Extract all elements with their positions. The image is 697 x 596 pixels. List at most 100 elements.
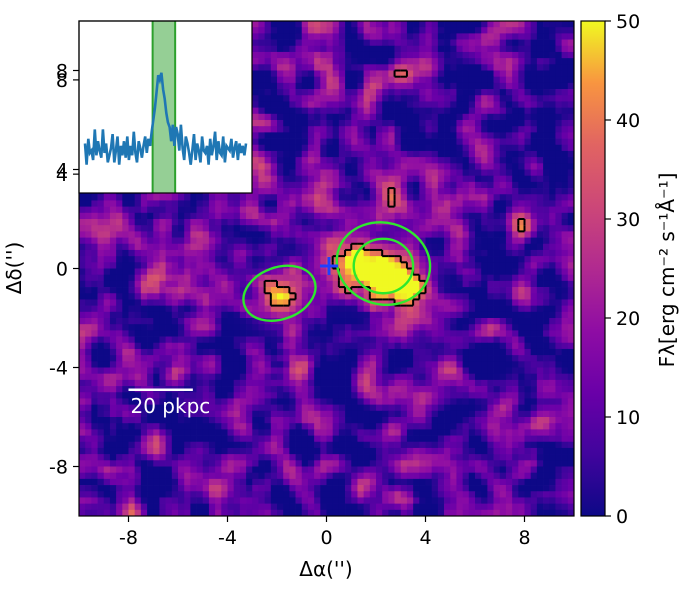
heatmap-cell — [518, 262, 525, 269]
heatmap-cell — [388, 336, 395, 344]
heatmap-cell — [178, 293, 185, 300]
heatmap-cell — [147, 274, 154, 282]
heatmap-cell — [505, 243, 513, 251]
heatmap-cell — [208, 318, 216, 325]
heatmap-cell — [543, 386, 550, 393]
heatmap-cell — [171, 200, 179, 207]
heatmap-cell — [369, 76, 377, 84]
heatmap-cell — [437, 194, 445, 201]
heatmap-cell — [109, 293, 117, 300]
heatmap-cell — [561, 33, 569, 40]
heatmap-cell — [419, 21, 426, 28]
heatmap-cell — [147, 404, 154, 412]
heatmap-cell — [252, 249, 259, 257]
heatmap-cell — [481, 367, 488, 375]
heatmap-cell — [320, 200, 327, 207]
heatmap-cell — [264, 249, 272, 257]
heatmap-cell — [505, 188, 513, 195]
heatmap-cell — [363, 51, 371, 59]
heatmap-cell — [524, 169, 532, 177]
heatmap-cell — [555, 280, 562, 288]
heatmap-cell — [215, 287, 222, 294]
heatmap-cell — [122, 342, 129, 350]
heatmap-cell — [289, 169, 296, 177]
heatmap-cell — [221, 249, 228, 257]
heatmap-cell — [332, 318, 340, 325]
heatmap-cell — [307, 243, 315, 251]
heatmap-cell — [481, 342, 488, 350]
heatmap-cell — [103, 200, 111, 207]
heatmap-cell — [153, 262, 160, 269]
heatmap-cell — [252, 237, 259, 245]
heatmap-cell — [487, 280, 494, 288]
heatmap-cell — [376, 386, 383, 393]
heatmap-cell — [289, 274, 296, 282]
heatmap-cell — [376, 342, 383, 350]
heatmap-cell — [326, 373, 334, 381]
heatmap-cell — [493, 287, 501, 294]
heatmap-cell — [190, 262, 197, 269]
heatmap-cell — [264, 268, 272, 276]
heatmap-cell — [283, 280, 290, 288]
heatmap-cell — [487, 293, 494, 300]
heatmap-cell — [518, 150, 525, 158]
heatmap-cell — [85, 256, 92, 263]
heatmap-cell — [499, 268, 507, 276]
heatmap-cell — [543, 262, 550, 269]
heatmap-cell — [487, 305, 494, 313]
heatmap-cell — [413, 206, 420, 214]
heatmap-cell — [314, 101, 321, 108]
heatmap-cell — [264, 336, 272, 344]
heatmap-cell — [376, 379, 383, 387]
heatmap-cell — [357, 120, 364, 127]
heatmap-cell — [369, 194, 377, 201]
heatmap-cell — [215, 336, 222, 344]
heatmap-cell — [518, 274, 525, 282]
heatmap-cell — [252, 27, 259, 34]
heatmap-cell — [140, 379, 148, 387]
heatmap-cell — [314, 51, 321, 59]
heatmap-cell — [561, 318, 569, 325]
heatmap-cell — [283, 206, 290, 214]
heatmap-cell — [481, 256, 488, 263]
heatmap-cell — [549, 212, 556, 220]
heatmap-cell — [549, 101, 556, 108]
heatmap-cell — [419, 138, 426, 146]
heatmap-cell — [567, 330, 574, 337]
heatmap-cell — [109, 280, 117, 288]
heatmap-cell — [388, 76, 395, 84]
heatmap-cell — [487, 101, 494, 108]
heatmap-cell — [413, 175, 420, 183]
heatmap-cell — [289, 212, 296, 220]
heatmap-cell — [103, 386, 111, 393]
heatmap-cell — [549, 21, 556, 28]
heatmap-cell — [456, 33, 463, 40]
heatmap-cell — [283, 132, 290, 139]
heatmap-cell — [202, 225, 210, 232]
heatmap-cell — [369, 126, 377, 133]
heatmap-cell — [382, 262, 389, 269]
heatmap-cell — [493, 157, 501, 164]
heatmap-cell — [524, 225, 532, 232]
heatmap-cell — [543, 274, 550, 282]
heatmap-cell — [91, 231, 98, 238]
heatmap-cell — [468, 64, 476, 71]
heatmap-cell — [246, 305, 253, 313]
heatmap-cell — [555, 287, 562, 294]
heatmap-cell — [289, 64, 296, 71]
heatmap-cell — [413, 348, 420, 356]
heatmap-cell — [406, 126, 414, 133]
heatmap-cell — [456, 225, 463, 232]
heatmap-cell — [134, 367, 142, 375]
heatmap-cell — [518, 51, 525, 59]
heatmap-cell — [171, 373, 179, 381]
heatmap-cell — [134, 231, 142, 238]
heatmap-cell — [512, 107, 519, 115]
heatmap-cell — [468, 379, 476, 387]
heatmap-cell — [462, 373, 470, 381]
heatmap-cell — [109, 392, 117, 399]
heatmap-cell — [165, 287, 173, 294]
heatmap-cell — [561, 287, 569, 294]
heatmap-cell — [518, 293, 525, 300]
heatmap-cell — [258, 200, 265, 207]
